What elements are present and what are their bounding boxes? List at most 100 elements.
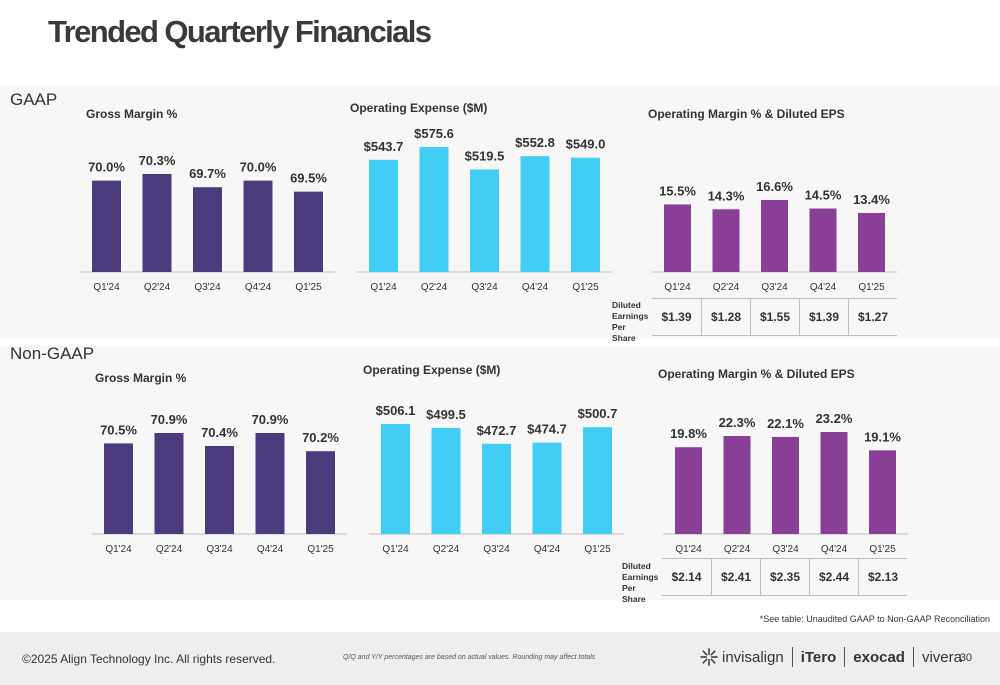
- vivera-logo: vivera: [921, 648, 962, 666]
- x-tick-label: Q1'25: [869, 544, 896, 555]
- data-label: $506.1: [376, 403, 416, 418]
- brand-logos: invisalign iTero exocad vivera: [700, 646, 962, 668]
- data-label: 19.1%: [864, 429, 901, 444]
- bar: [809, 208, 837, 272]
- bar: [419, 147, 449, 272]
- gaap-eps-row: $1.39 $1.28 $1.55 $1.39 $1.27: [652, 298, 897, 336]
- reconciliation-footnote: *See table: Unaudited GAAP to Non-GAAP R…: [759, 614, 990, 624]
- x-tick-label: Q4'24: [821, 544, 848, 555]
- x-tick-label: Q4'24: [810, 282, 837, 293]
- x-tick-label: Q2'24: [156, 544, 183, 555]
- bar: [772, 436, 799, 534]
- bar: [571, 157, 600, 272]
- data-label: $543.7: [364, 139, 404, 154]
- eps-cell: $1.55: [750, 299, 799, 335]
- data-label: 70.0%: [88, 160, 125, 175]
- x-tick-label: Q4'24: [534, 544, 561, 555]
- data-label: $549.0: [566, 137, 606, 152]
- bar: [520, 156, 550, 272]
- data-label: $499.5: [426, 407, 466, 422]
- x-tick-label: Q3'24: [206, 544, 233, 555]
- x-tick-label: Q1'24: [675, 544, 702, 555]
- bar: [243, 180, 273, 272]
- bar: [712, 209, 740, 272]
- page-title: Trended Quarterly Financials: [48, 14, 432, 49]
- x-tick-label: Q2'24: [713, 282, 740, 293]
- bar: [761, 200, 788, 272]
- bar: [664, 204, 691, 272]
- eps-cell: $2.14: [671, 570, 702, 584]
- data-label: 19.8%: [670, 426, 707, 441]
- bar: [369, 159, 398, 272]
- data-label: 69.7%: [189, 166, 226, 181]
- x-tick-label: Q4'24: [245, 282, 272, 293]
- data-label: 70.2%: [302, 430, 339, 445]
- data-label: 14.5%: [805, 188, 842, 203]
- bar: [583, 427, 612, 534]
- data-label: $474.7: [527, 422, 567, 437]
- x-tick-label: Q3'24: [471, 282, 498, 293]
- eps-cell: $1.28: [701, 299, 750, 335]
- bar: [154, 433, 184, 534]
- bar: [294, 191, 323, 272]
- bar: [820, 432, 848, 534]
- x-tick-label: Q2'24: [724, 544, 751, 555]
- bar: [532, 442, 562, 534]
- x-tick-label: Q3'24: [194, 282, 221, 293]
- x-tick-label: Q1'24: [370, 282, 397, 293]
- eps-cell: $2.44: [809, 559, 858, 595]
- data-label: 13.4%: [853, 192, 890, 207]
- chart-title: Operating Expense ($M): [363, 363, 500, 377]
- bar: [869, 450, 896, 534]
- x-tick-label: Q1'24: [664, 282, 691, 293]
- chart-title: Operating Expense ($M): [350, 101, 487, 115]
- nongaap-eps-row: $2.14 $2.41 $2.35 $2.44 $2.13: [662, 558, 907, 596]
- bar: [431, 427, 461, 534]
- data-label: 14.3%: [708, 188, 745, 203]
- chart-title: Operating Margin % & Diluted EPS: [648, 107, 845, 121]
- x-tick-label: Q4'24: [522, 282, 549, 293]
- bar: [92, 180, 121, 272]
- exocad-logo: exocad: [853, 648, 905, 666]
- nongaap-eps-label: Diluted Earnings Per Share: [622, 561, 659, 604]
- bar: [142, 174, 172, 272]
- data-label: $519.5: [465, 149, 505, 164]
- x-tick-label: Q2'24: [144, 282, 171, 293]
- copyright: ©2025 Align Technology Inc. All rights r…: [22, 652, 276, 666]
- x-tick-label: Q1'25: [307, 544, 334, 555]
- x-tick-label: Q3'24: [772, 544, 799, 555]
- bar: [723, 436, 751, 534]
- bar: [255, 433, 285, 534]
- bar: [675, 447, 702, 534]
- data-label: 70.9%: [151, 412, 188, 427]
- x-tick-label: Q1'25: [584, 544, 611, 555]
- x-tick-label: Q2'24: [421, 282, 448, 293]
- data-label: $472.7: [477, 423, 517, 438]
- x-tick-label: Q1'24: [105, 544, 132, 555]
- page-number: 30: [959, 652, 972, 664]
- bar: [193, 187, 222, 272]
- x-tick-label: Q1'25: [572, 282, 599, 293]
- eps-cell: $1.39: [799, 299, 848, 335]
- data-label: 70.3%: [139, 153, 176, 168]
- data-label: $500.7: [578, 406, 618, 421]
- bar: [381, 424, 410, 534]
- x-tick-label: Q3'24: [483, 544, 510, 555]
- x-tick-label: Q1'24: [93, 282, 120, 293]
- eps-cell: $2.13: [858, 559, 907, 595]
- eps-cell: $1.39: [661, 310, 692, 324]
- nongaap-section-label: Non-GAAP: [10, 344, 95, 363]
- data-label: 69.5%: [290, 171, 327, 186]
- data-label: 15.5%: [659, 183, 696, 198]
- data-label: 22.3%: [719, 415, 756, 430]
- data-label: 70.5%: [100, 422, 137, 437]
- x-tick-label: Q1'25: [858, 282, 885, 293]
- data-label: $552.8: [515, 135, 555, 150]
- invisalign-star-icon: [700, 648, 718, 666]
- data-label: 70.4%: [201, 425, 238, 440]
